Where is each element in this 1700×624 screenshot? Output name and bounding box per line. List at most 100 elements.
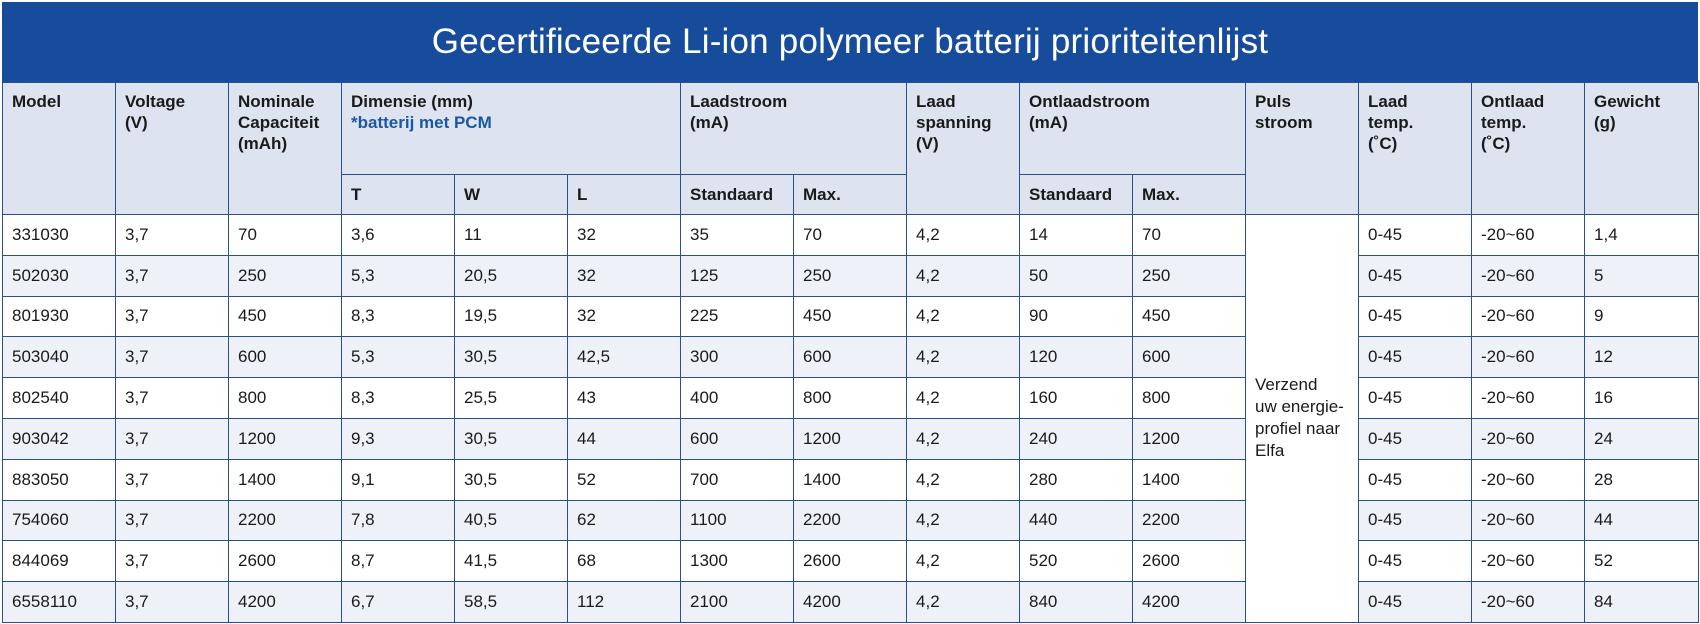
header-dim-t: T xyxy=(341,174,455,215)
cell-charge-voltage: 4,2 xyxy=(906,417,1021,460)
cell-dim-l: 43 xyxy=(567,377,681,419)
header-weight: Gewicht (g) xyxy=(1584,82,1700,215)
cell-weight: 5 xyxy=(1584,254,1700,297)
cell-dim-l: 32 xyxy=(567,254,681,297)
cell-dim-l: 42,5 xyxy=(567,336,681,379)
header-charge-voltage-unit: (V) xyxy=(916,134,939,153)
cell-discharge-standard: 440 xyxy=(1019,499,1134,542)
header-charge-current: Laadstroom (mA) xyxy=(679,82,908,175)
cell-voltage: 3,7 xyxy=(115,336,229,379)
cell-weight: 28 xyxy=(1584,458,1700,501)
cell-dim-w: 58,5 xyxy=(454,581,568,623)
cell-charge-max: 1400 xyxy=(792,458,908,501)
cell-dim-t: 7,8 xyxy=(341,499,455,542)
cell-dim-t: 8,3 xyxy=(341,377,455,419)
header-charge-current-label: Laadstroom xyxy=(690,92,788,111)
cell-weight: 52 xyxy=(1584,540,1700,583)
cell-charge-temp: 0-45 xyxy=(1358,458,1473,501)
cell-discharge-standard: 120 xyxy=(1019,336,1134,379)
table-row: 331030 3,7 70 3,6 11 32 35 70 4,2 14 70 Verzend uw e… xyxy=(2,214,1700,623)
cell-pulse-note: Verzend uw energie-profiel naar Elfa xyxy=(1245,214,1360,623)
cell-model: 6558110 xyxy=(2,581,116,623)
cell-charge-max: 600 xyxy=(792,336,908,379)
cell-discharge-standard: 240 xyxy=(1019,417,1134,460)
header-voltage: Voltage (V) xyxy=(115,82,229,215)
cell-charge-voltage: 4,2 xyxy=(906,336,1021,379)
cell-voltage: 3,7 xyxy=(115,295,229,338)
pulse-note-line: Elfa xyxy=(1255,441,1285,461)
cell-charge-standard: 300 xyxy=(680,336,794,379)
header-capacity-line: Capaciteit xyxy=(238,113,320,132)
cell-charge-voltage: 4,2 xyxy=(906,214,1021,256)
cell-dim-l: 32 xyxy=(567,214,681,256)
cell-dim-t: 9,1 xyxy=(341,458,455,501)
cell-discharge-max: 1200 xyxy=(1132,417,1247,460)
table-row: 6558110 3,7 4200 6,7 58,5 112 2100 4200 4,2 840 42… xyxy=(2,581,1700,623)
cell-dim-l: 32 xyxy=(567,295,681,338)
cell-model: 844069 xyxy=(2,540,116,583)
header-voltage-unit: (V) xyxy=(125,113,148,132)
header-charge-voltage-line: spanning xyxy=(916,113,992,132)
header-pulse-current: Puls stroom xyxy=(1245,82,1360,215)
cell-capacity: 4200 xyxy=(228,581,342,623)
table-row: 502030 3,7 250 5,3 20,5 32 125 250 4,2 50 250 0-45-… xyxy=(2,254,1700,297)
cell-charge-standard: 400 xyxy=(680,377,794,419)
cell-charge-standard: 125 xyxy=(680,254,794,297)
cell-dim-t: 8,7 xyxy=(341,540,455,583)
cell-charge-temp: 0-45 xyxy=(1358,336,1473,379)
cell-voltage: 3,7 xyxy=(115,214,229,256)
header-capacity: Nominale Capaciteit (mAh) xyxy=(228,82,342,215)
cell-dim-w: 20,5 xyxy=(454,254,568,297)
cell-discharge-standard: 90 xyxy=(1019,295,1134,338)
cell-charge-max: 70 xyxy=(792,214,908,256)
cell-dim-t: 6,7 xyxy=(341,581,455,623)
cell-capacity: 250 xyxy=(228,254,342,297)
cell-discharge-standard: 280 xyxy=(1019,458,1134,501)
header-model: Model xyxy=(2,82,116,215)
header-charge-temp-line: Laad xyxy=(1368,92,1408,111)
header-discharge-temp-line: Ontlaad xyxy=(1481,92,1545,111)
table-row: 503040 3,7 600 5,3 30,5 42,5 300 600 4,2 120 600 0-… xyxy=(2,336,1700,379)
cell-dim-l: 52 xyxy=(567,458,681,501)
cell-dim-w: 25,5 xyxy=(454,377,568,419)
cell-model: 802540 xyxy=(2,377,116,419)
header-discharge-current-unit: (mA) xyxy=(1029,113,1068,132)
cell-model: 801930 xyxy=(2,295,116,338)
header-discharge-temp-unit: (˚C) xyxy=(1481,134,1511,153)
cell-charge-max: 4200 xyxy=(792,581,908,623)
cell-dim-t: 8,3 xyxy=(341,295,455,338)
cell-capacity: 450 xyxy=(228,295,342,338)
cell-charge-max: 450 xyxy=(792,295,908,338)
cell-discharge-max: 1400 xyxy=(1132,458,1247,501)
header-discharge-temp-line: temp. xyxy=(1481,113,1527,132)
header-pcm-note: *batterij met PCM xyxy=(351,113,492,132)
cell-discharge-standard: 160 xyxy=(1019,377,1134,419)
cell-charge-voltage: 4,2 xyxy=(906,295,1021,338)
cell-discharge-max: 250 xyxy=(1132,254,1247,297)
cell-capacity: 70 xyxy=(228,214,342,256)
header-charge-temp: Laad temp. (˚C) xyxy=(1358,82,1473,215)
cell-charge-voltage: 4,2 xyxy=(906,377,1021,419)
cell-discharge-temp: -20~60 xyxy=(1471,336,1586,379)
cell-charge-max: 2200 xyxy=(792,499,908,542)
header-capacity-unit: (mAh) xyxy=(238,134,288,153)
cell-discharge-temp: -20~60 xyxy=(1471,254,1586,297)
cell-dim-l: 68 xyxy=(567,540,681,583)
cell-charge-standard: 225 xyxy=(680,295,794,338)
cell-charge-temp: 0-45 xyxy=(1358,540,1473,583)
cell-charge-temp: 0-45 xyxy=(1358,581,1473,623)
cell-weight: 84 xyxy=(1584,581,1700,623)
header-discharge-current-label: Ontlaadstroom xyxy=(1029,92,1150,111)
header-charge-current-unit: (mA) xyxy=(690,113,729,132)
cell-discharge-temp: -20~60 xyxy=(1471,458,1586,501)
cell-voltage: 3,7 xyxy=(115,417,229,460)
page-title: Gecertificeerde Li-ion polymeer batterij… xyxy=(2,2,1698,82)
cell-dim-t: 3,6 xyxy=(341,214,455,256)
cell-charge-standard: 600 xyxy=(680,417,794,460)
cell-discharge-max: 2200 xyxy=(1132,499,1247,542)
cell-dim-l: 44 xyxy=(567,417,681,460)
header-charge-standard: Standaard xyxy=(680,174,794,215)
cell-weight: 12 xyxy=(1584,336,1700,379)
cell-discharge-temp: -20~60 xyxy=(1471,417,1586,460)
cell-model: 502030 xyxy=(2,254,116,297)
